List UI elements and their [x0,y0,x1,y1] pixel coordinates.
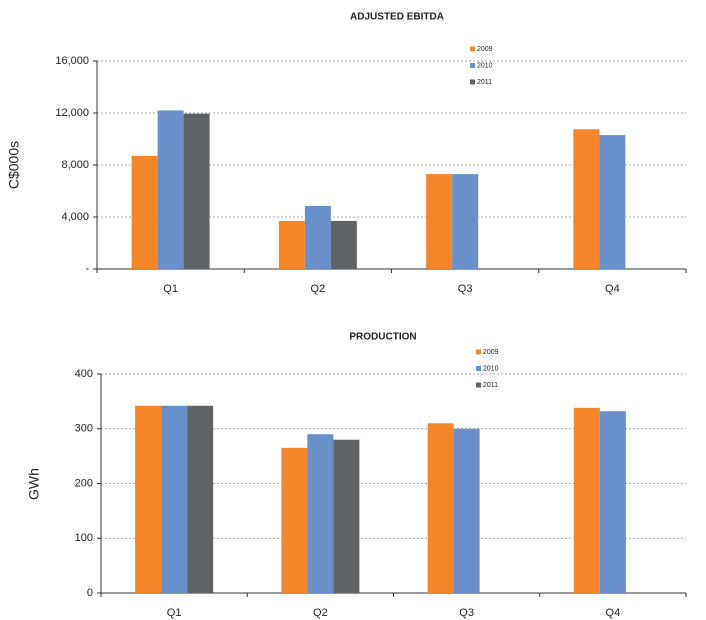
bar [281,447,308,593]
y-tick-label: - [85,263,89,275]
x-tick-label: Q3 [459,607,474,619]
legend-label: 2009 [483,349,499,356]
bar [427,423,454,593]
legend-label: 2010 [483,365,499,372]
bar [573,407,600,593]
y-tick-label: 300 [75,423,93,435]
y-tick-label: 0 [87,587,93,599]
bar [452,174,479,269]
y-tick-label: 400 [75,368,93,380]
legend-swatch [470,63,475,68]
legend-swatch [470,46,475,52]
x-tick-label: Q4 [606,607,621,619]
legend-swatch [476,366,481,371]
bar [330,220,357,269]
legend-label: 2011 [477,79,492,86]
bar [573,129,600,269]
x-tick-label: Q1 [163,283,178,295]
x-tick-label: Q3 [458,283,473,295]
bar [426,174,453,269]
x-tick-label: Q2 [311,283,326,295]
legend-swatch [476,382,481,388]
bar [333,439,360,593]
legend-swatch [476,349,481,355]
legend-label: 2010 [477,62,493,69]
y-tick-label: 12,000 [55,107,89,119]
bar [161,405,188,593]
y-tick-label: 8,000 [61,159,89,171]
bar [187,405,214,593]
legend-swatch [470,79,475,85]
x-tick-label: Q2 [313,607,328,619]
bar [599,411,626,593]
bar [599,135,626,269]
y-axis-label: C$000s [6,141,22,189]
bar [135,405,162,593]
bar [304,205,331,269]
bar [157,110,184,270]
bar [453,428,480,593]
bar [131,155,158,269]
bar [183,113,210,270]
y-tick-label: 4,000 [61,211,89,223]
y-tick-label: 200 [75,477,93,489]
bar [278,220,305,269]
y-tick-label: 100 [75,532,93,544]
chart-title: PRODUCTION [349,332,416,343]
y-tick-label: 16,000 [55,55,89,67]
y-axis-label: GWh [26,468,42,500]
x-tick-label: Q1 [167,607,182,619]
chart-title: ADJUSTED EBITDA [350,12,444,23]
x-tick-label: Q4 [605,283,620,295]
legend-label: 2009 [477,46,493,53]
legend-label: 2011 [483,382,498,389]
bar [307,434,334,593]
